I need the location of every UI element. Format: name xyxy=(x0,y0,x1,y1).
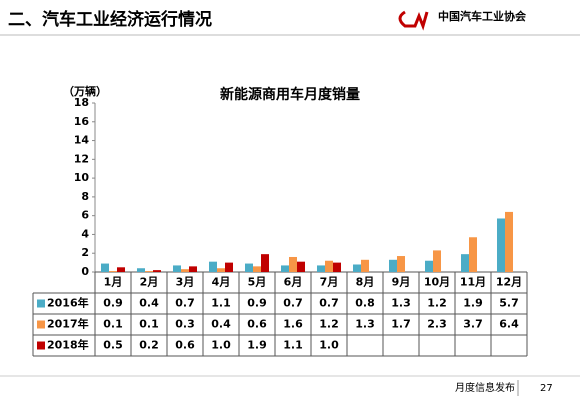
x-tick-label: 2月 xyxy=(140,276,159,289)
x-tick-label: 10月 xyxy=(424,276,450,289)
table-value: 0.1 xyxy=(103,318,123,331)
bar xyxy=(433,250,441,272)
table-value: 0.3 xyxy=(175,318,195,331)
table-value: 5.7 xyxy=(499,297,519,310)
table-value: 0.7 xyxy=(175,297,195,310)
table-value: 0.9 xyxy=(103,297,123,310)
footer-label: 月度信息发布 xyxy=(455,381,515,394)
table-value: 0.7 xyxy=(319,297,339,310)
bar xyxy=(189,266,197,272)
y-tick-label: 8 xyxy=(81,190,89,203)
bar xyxy=(181,269,189,272)
bar xyxy=(253,266,261,272)
table-value: 0.9 xyxy=(247,297,267,310)
bar xyxy=(173,265,181,272)
table-value: 1.3 xyxy=(355,318,375,331)
x-tick-label: 7月 xyxy=(320,276,339,289)
y-tick-label: 0 xyxy=(81,265,89,278)
bar xyxy=(361,259,369,272)
x-tick-label: 12月 xyxy=(496,276,522,289)
bar xyxy=(261,254,269,272)
logo-mark xyxy=(398,10,429,31)
table-value: 3.7 xyxy=(463,318,483,331)
bar xyxy=(469,237,477,272)
org-name: 中国汽车工业协会 xyxy=(438,9,527,23)
table-value: 0.2 xyxy=(139,339,159,352)
x-tick-label: 8月 xyxy=(356,276,375,289)
x-tick-label: 5月 xyxy=(248,276,267,289)
y-tick-label: 6 xyxy=(81,209,89,222)
table-value: 0.6 xyxy=(247,318,267,331)
bar xyxy=(101,263,109,272)
table-value: 2.3 xyxy=(427,318,447,331)
table-value: 1.6 xyxy=(283,318,303,331)
table-value: 1.7 xyxy=(391,318,411,331)
table-value: 6.4 xyxy=(499,318,519,331)
legend-label: 2018年 xyxy=(47,338,89,352)
table-value: 1.9 xyxy=(247,339,267,352)
table-value: 1.2 xyxy=(319,318,339,331)
table-value: 0.4 xyxy=(139,297,159,310)
y-tick-label: 2 xyxy=(81,246,89,259)
x-tick-label: 4月 xyxy=(212,276,231,289)
y-tick-label: 18 xyxy=(74,96,89,109)
bar xyxy=(505,211,513,272)
bar xyxy=(425,260,433,272)
legend-swatch xyxy=(37,320,45,329)
bar xyxy=(497,218,505,272)
bar xyxy=(317,265,325,272)
table-value: 1.3 xyxy=(391,297,411,310)
y-tick-label: 4 xyxy=(81,227,89,240)
x-tick-label: 3月 xyxy=(176,276,195,289)
page-number: 27 xyxy=(540,383,553,394)
table-value: 0.7 xyxy=(283,297,303,310)
table-value: 0.6 xyxy=(175,339,195,352)
bar xyxy=(137,268,145,272)
table-value: 0.4 xyxy=(211,318,231,331)
bar xyxy=(217,268,225,272)
chart-title: 新能源商用车月度销量 xyxy=(220,86,360,103)
legend-label: 2017年 xyxy=(47,317,89,331)
y-tick-label: 10 xyxy=(74,171,90,184)
bar xyxy=(353,264,361,272)
bar xyxy=(389,259,397,272)
bar xyxy=(245,263,253,272)
x-tick-label: 1月 xyxy=(104,276,123,289)
bar xyxy=(145,271,153,272)
y-tick-label: 14 xyxy=(74,134,90,147)
bar xyxy=(225,262,233,272)
y-tick-label: 12 xyxy=(74,152,89,165)
bar xyxy=(109,271,117,272)
bar xyxy=(325,260,333,272)
legend-swatch xyxy=(37,341,45,350)
y-tick-label: 16 xyxy=(74,115,90,128)
table-value: 1.1 xyxy=(283,339,303,352)
bar xyxy=(397,256,405,272)
slide-title: 二、汽车工业经济运行情况 xyxy=(8,9,212,30)
legend-swatch xyxy=(37,299,45,308)
legend-label: 2016年 xyxy=(47,296,89,310)
table-value: 1.1 xyxy=(211,297,231,310)
table-value: 1.0 xyxy=(211,339,231,352)
table-value: 0.5 xyxy=(103,339,123,352)
table-value: 1.2 xyxy=(427,297,447,310)
x-tick-label: 9月 xyxy=(392,276,411,289)
x-tick-label: 6月 xyxy=(284,276,303,289)
bar xyxy=(117,267,125,272)
bar xyxy=(461,254,469,272)
bar xyxy=(209,261,217,272)
bar xyxy=(333,262,341,272)
bar xyxy=(289,256,297,272)
table-value: 1.0 xyxy=(319,339,339,352)
x-tick-label: 11月 xyxy=(460,276,486,289)
table-value: 0.8 xyxy=(355,297,375,310)
y-axis-label: （万辆） xyxy=(63,84,107,98)
bar xyxy=(153,270,161,272)
table-value: 0.1 xyxy=(139,318,159,331)
bar xyxy=(297,261,305,272)
bar xyxy=(281,265,289,272)
table-value: 1.9 xyxy=(463,297,483,310)
